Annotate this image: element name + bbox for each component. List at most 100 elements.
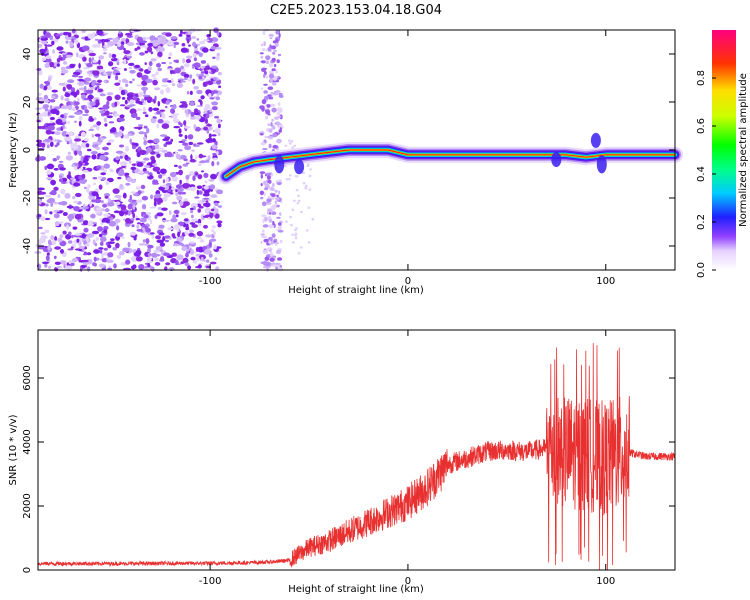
noise-dot <box>99 93 106 97</box>
noise-dot <box>119 183 124 190</box>
noise-dot <box>211 101 219 106</box>
noise-dot <box>44 126 48 130</box>
noise-dot <box>48 265 52 269</box>
noise-dot <box>206 37 213 43</box>
noise-dot <box>131 224 135 228</box>
noise-dot <box>279 212 282 216</box>
noise-dot <box>56 63 60 67</box>
noise-dot <box>88 52 97 57</box>
noise-dot <box>276 138 282 144</box>
noise-dot <box>204 248 211 255</box>
noise-dot <box>197 218 202 225</box>
noise-dot <box>144 225 148 230</box>
noise-dot <box>215 151 219 155</box>
noise-dot <box>91 81 96 87</box>
noise-dot <box>217 71 222 76</box>
noise-dot <box>265 115 269 120</box>
noise-dot <box>144 170 150 174</box>
noise-dot <box>51 95 56 99</box>
noise-dot <box>78 81 85 86</box>
noise-dot <box>57 202 64 205</box>
noise-dot <box>167 189 172 193</box>
noise-dot <box>157 67 162 72</box>
noise-dot <box>198 99 202 103</box>
noise-dot <box>196 105 204 107</box>
noise-dot <box>109 128 117 133</box>
noise-dot <box>135 218 140 221</box>
noise-dot <box>161 149 168 153</box>
noise-dot <box>116 232 124 238</box>
noise-dot <box>115 242 120 249</box>
noise-dot <box>187 187 191 191</box>
noise-dot <box>178 33 183 37</box>
noise-dot <box>81 105 85 110</box>
noise-dot <box>98 59 101 65</box>
noise-dot <box>116 254 122 260</box>
noise-dot <box>270 205 276 211</box>
noise-dot <box>69 41 74 48</box>
noise-dot <box>143 136 147 141</box>
noise-dot <box>111 57 118 62</box>
noise-dot <box>37 245 45 250</box>
noise-dot <box>156 197 164 204</box>
noise-dot <box>297 199 301 203</box>
noise-dot <box>182 201 190 207</box>
noise-dot <box>116 225 120 231</box>
noise-dot <box>130 179 136 184</box>
noise-dot <box>117 206 121 209</box>
noise-dot <box>278 124 284 130</box>
noise-dot <box>169 192 174 195</box>
noise-dot <box>128 92 135 96</box>
y-tick-label: 0 <box>22 147 33 153</box>
noise-dot <box>83 86 87 91</box>
noise-dot <box>264 135 268 139</box>
noise-dot <box>212 152 217 156</box>
noise-dot <box>44 63 50 69</box>
noise-dot <box>79 207 84 210</box>
noise-dot <box>300 210 303 214</box>
noise-dot <box>211 65 218 69</box>
noise-dot <box>51 40 55 46</box>
noise-dot <box>94 144 99 147</box>
noise-dot <box>129 194 132 201</box>
noise-dot <box>78 120 82 127</box>
noise-dot <box>172 41 180 46</box>
noise-dot <box>36 119 41 123</box>
noise-dot <box>188 241 196 244</box>
noise-dot <box>128 62 135 66</box>
noise-dot <box>194 115 201 120</box>
noise-dot <box>71 107 77 112</box>
noise-dot <box>84 36 89 41</box>
noise-dot <box>173 44 176 49</box>
noise-dot <box>84 77 92 82</box>
noise-dot <box>278 179 283 182</box>
noise-dot <box>311 218 315 221</box>
noise-dot <box>53 167 59 171</box>
noise-dot <box>197 231 202 237</box>
noise-dot <box>72 226 78 230</box>
noise-dot <box>216 31 220 37</box>
noise-dot <box>210 45 216 50</box>
x-tick-label: -100 <box>199 276 222 287</box>
noise-dot <box>125 182 131 186</box>
noise-dot <box>97 226 103 232</box>
noise-dot <box>103 169 108 173</box>
noise-dot <box>134 64 141 68</box>
noise-dot <box>45 58 52 63</box>
noise-dot <box>192 41 197 47</box>
x-tick-label: 0 <box>405 276 411 287</box>
noise-dot <box>100 241 104 246</box>
noise-dot <box>274 42 279 47</box>
noise-dot <box>214 202 219 206</box>
noise-dot <box>147 260 153 264</box>
noise-dot <box>263 83 268 86</box>
noise-dot <box>139 45 148 48</box>
noise-dot <box>279 127 282 132</box>
noise-dot <box>259 190 265 196</box>
noise-dot <box>187 265 192 270</box>
noise-dot <box>66 174 72 180</box>
noise-dot <box>271 81 277 86</box>
noise-dot <box>217 223 222 228</box>
noise-dot <box>78 75 83 78</box>
x-tick-label: 100 <box>596 276 615 287</box>
